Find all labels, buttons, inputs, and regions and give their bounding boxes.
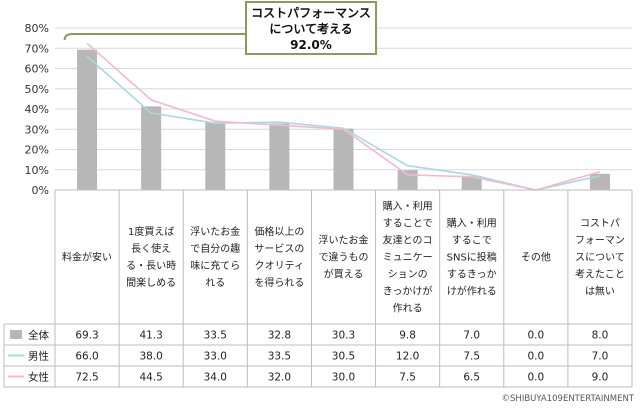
bar	[589, 173, 610, 190]
category-label: 間楽しめる	[126, 276, 176, 289]
category-label: 浮いたお金	[190, 225, 240, 238]
category-label: コストパ	[580, 218, 620, 230]
data-label: 7.0	[592, 351, 609, 363]
bar-series	[77, 49, 610, 191]
category-label: SNSに投稿	[447, 251, 497, 264]
category-label: 作れる	[393, 303, 423, 315]
y-tick-label: 80%	[25, 22, 49, 35]
category-label: 味に充てら	[190, 259, 240, 272]
bar	[77, 49, 98, 191]
data-label: 7.0	[463, 330, 480, 342]
data-label: 6.5	[463, 372, 480, 384]
category-label: が買える	[324, 268, 364, 281]
bar	[333, 128, 354, 190]
data-label: 30.3	[332, 330, 355, 342]
category-label: で自分の趣	[190, 242, 240, 255]
data-label: 33.0	[204, 351, 227, 363]
data-label: 69.3	[75, 330, 98, 342]
data-label: 0.0	[527, 351, 544, 363]
category-label: 長く使え	[131, 242, 171, 255]
y-tick-label: 20%	[25, 144, 49, 157]
category-label: ションの	[388, 270, 428, 281]
y-tick-label: 60%	[25, 63, 49, 76]
bar	[269, 123, 290, 190]
series-line	[86, 42, 601, 191]
data-label: 30.5	[332, 351, 355, 363]
legend-swatch	[10, 330, 22, 339]
data-label: 0.0	[527, 330, 544, 342]
category-label: ミュニケー	[383, 252, 433, 264]
data-label: 41.3	[139, 330, 162, 342]
data-label: 12.0	[396, 351, 419, 363]
y-tick-label: 10%	[25, 164, 49, 177]
data-label: 72.5	[75, 372, 98, 384]
bar	[461, 175, 482, 190]
category-label: その他	[521, 251, 551, 264]
data-label: 9.8	[399, 330, 416, 342]
category-label: で違うもの	[319, 251, 369, 264]
callout-text: について考える	[269, 21, 352, 36]
category-label: を得られる	[254, 277, 304, 289]
data-label: 32.8	[268, 330, 291, 342]
bar	[141, 106, 162, 190]
data-label: 44.5	[139, 372, 162, 384]
category-label: スについて	[575, 252, 625, 264]
category-label: するこで	[452, 235, 492, 247]
category-label: は無い	[585, 285, 615, 298]
data-label: 66.0	[75, 351, 98, 363]
category-label: る・長い時	[126, 260, 176, 272]
bar	[397, 170, 418, 190]
category-label: きっかけが	[383, 285, 433, 298]
y-tick-label: 30%	[25, 123, 49, 136]
legend-label: 男性	[28, 350, 49, 363]
data-label: 32.0	[268, 372, 291, 384]
data-label: 38.0	[139, 351, 162, 363]
y-tick-label: 70%	[25, 42, 49, 55]
copyright-text: ©SHIBUYA109ENTERTAINMENT	[502, 394, 635, 404]
data-label: 30.0	[332, 372, 355, 384]
line-series	[86, 42, 601, 191]
category-label: 考えたこと	[575, 269, 625, 281]
legend-label: 女性	[28, 371, 49, 384]
callout-text: コストパフォーマンス	[251, 6, 371, 20]
data-label: 33.5	[204, 330, 227, 342]
data-label: 34.0	[204, 372, 227, 384]
callout-text: 92.0%	[290, 38, 332, 52]
category-label: サービスの	[254, 243, 304, 255]
category-label: フォーマン	[575, 236, 625, 247]
category-label: 購入・利用	[383, 200, 433, 213]
category-label: することで	[383, 218, 433, 230]
data-label: 33.5	[268, 351, 291, 363]
category-label: 購入・利用	[447, 217, 497, 230]
category-label: 料金が安い	[62, 251, 112, 264]
legend-label: 全体	[28, 329, 49, 342]
category-label: するきっか	[447, 269, 497, 281]
callout-frame	[245, 1, 377, 55]
data-label: 9.0	[592, 372, 609, 384]
category-label: れる	[205, 277, 225, 289]
category-label: 1度買えば	[128, 225, 174, 238]
y-tick-label: 0%	[32, 184, 49, 197]
y-axis: 0% 10% 20% 30% 40% 50% 60% 70% 80%	[25, 22, 49, 197]
category-label: 浮いたお金	[319, 234, 369, 247]
category-label: クオリティ	[255, 260, 304, 272]
bar	[205, 122, 226, 190]
category-label: 価格以上の	[254, 225, 304, 238]
data-label: 7.5	[399, 372, 416, 384]
category-label: 友達とのコ	[383, 234, 433, 247]
y-tick-label: 50%	[25, 83, 49, 96]
category-label: けが作れる	[447, 285, 497, 298]
data-label: 0.0	[527, 372, 544, 384]
data-label: 7.5	[463, 351, 480, 363]
data-label: 8.0	[592, 330, 609, 342]
y-tick-label: 40%	[25, 103, 49, 116]
